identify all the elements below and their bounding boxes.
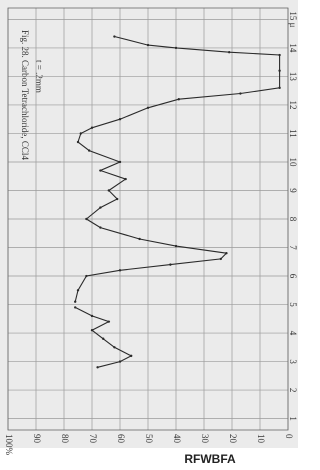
data-point — [107, 320, 111, 323]
data-point — [228, 50, 231, 54]
data-point — [102, 337, 105, 340]
x-tick-label: 9 — [288, 188, 298, 193]
data-point — [79, 132, 83, 135]
data-point — [278, 53, 281, 57]
chart: Fig. 28. Carbon Tetrachloride, CCl4 t = … — [0, 0, 298, 470]
data-point — [76, 289, 80, 292]
y-tick-label: 0 — [284, 434, 294, 439]
y-tick-label: 30 — [200, 434, 210, 444]
y-tick-label: 50 — [144, 434, 154, 444]
data-point — [174, 46, 178, 50]
x-tick-label: 8 — [288, 217, 298, 222]
chart-title: Fig. 28. Carbon Tetrachloride, CCl4 — [20, 30, 30, 160]
x-tick-label: 7 — [288, 245, 298, 250]
data-point — [90, 329, 94, 332]
data-point — [146, 106, 150, 109]
data-point — [90, 126, 94, 129]
data-point — [113, 346, 116, 349]
data-point — [124, 177, 127, 181]
footer — [0, 448, 298, 470]
x-tick-label: 15 μ — [288, 11, 298, 27]
x-tick-label: 1 — [288, 416, 298, 421]
watermark: RFWBFA — [184, 452, 236, 466]
data-point — [85, 274, 88, 278]
data-point — [74, 306, 77, 309]
x-tick-label: 3 — [288, 359, 298, 364]
data-point — [107, 189, 111, 192]
data-point — [278, 69, 281, 72]
data-point — [118, 360, 122, 363]
data-point — [118, 118, 122, 121]
data-point — [177, 98, 180, 101]
data-point — [96, 366, 99, 369]
data-point — [116, 197, 119, 201]
y-tick-label: 70 — [88, 434, 98, 444]
x-tick-label: 12 — [288, 100, 298, 109]
data-point — [74, 300, 77, 303]
y-tick-label: 10 — [256, 434, 266, 444]
data-point — [88, 149, 91, 152]
data-point — [130, 354, 133, 358]
data-point — [146, 43, 150, 47]
data-point — [219, 257, 222, 261]
y-tick-label: 100% — [4, 434, 14, 456]
data-point — [174, 244, 178, 248]
y-tick-label: 90 — [32, 434, 42, 444]
data-point — [239, 92, 242, 95]
data-point — [99, 226, 102, 229]
data-point — [99, 206, 102, 209]
data-point — [99, 169, 102, 172]
data-point — [118, 269, 122, 272]
data-point — [278, 86, 281, 90]
spectrum-line — [74, 35, 281, 302]
y-tick-label: 60 — [116, 434, 126, 444]
x-tick-label: 10 — [288, 157, 298, 167]
x-tick-label: 4 — [288, 331, 298, 336]
x-tick-label: 11 — [288, 129, 298, 138]
data-point — [90, 314, 94, 318]
x-tick-label: 13 — [288, 72, 298, 82]
y-tick-label: 80 — [60, 434, 70, 444]
data-point — [85, 217, 88, 221]
x-tick-label: 5 — [288, 302, 298, 307]
data-point — [76, 140, 80, 144]
y-tick-label: 40 — [172, 434, 182, 444]
data-point — [169, 263, 172, 266]
x-tick-label: 14 — [288, 43, 298, 53]
x-tick-label: 6 — [288, 274, 298, 279]
x-tick-label: 2 — [288, 388, 298, 393]
plot-frame — [7, 7, 289, 431]
data-point — [113, 35, 116, 38]
y-tick-label: 20 — [228, 434, 238, 444]
data-point — [138, 237, 141, 241]
paper — [0, 0, 298, 448]
data-point — [225, 252, 228, 255]
data-point — [118, 160, 122, 164]
